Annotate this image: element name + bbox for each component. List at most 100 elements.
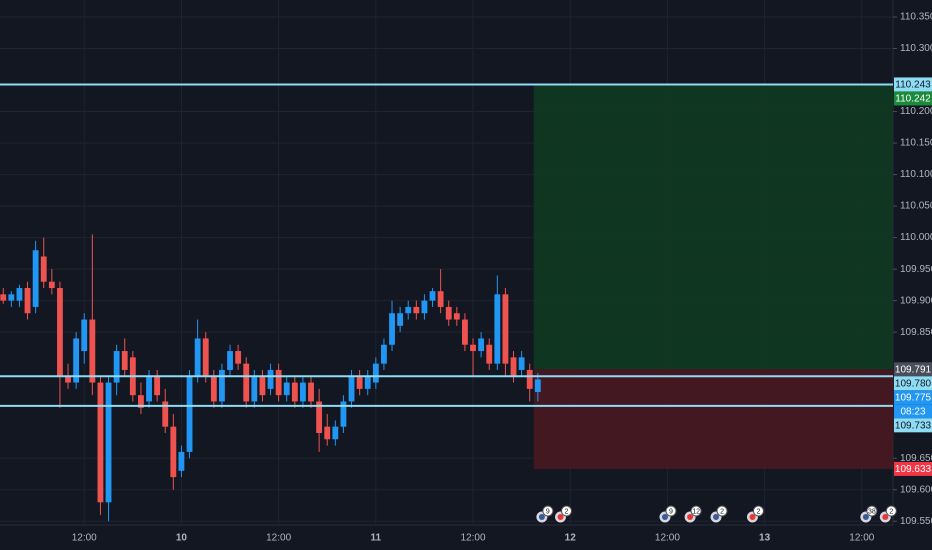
price-tag (894, 77, 932, 92)
event-badge (885, 505, 897, 517)
event-count: 9 (669, 508, 673, 515)
candle-body (162, 401, 169, 427)
candle-body (308, 382, 314, 402)
price-tag-label: 109.733 (895, 420, 932, 431)
countdown-tag (894, 404, 932, 419)
candle-body (57, 288, 63, 377)
candle-body (121, 351, 128, 370)
candle-body (97, 382, 104, 503)
candle-body (170, 426, 177, 478)
price-tag (894, 418, 932, 433)
candle-body (534, 379, 541, 393)
price-tag (894, 376, 932, 391)
event-count: 2 (889, 508, 893, 515)
candle-body (105, 382, 112, 503)
price-tag-label: 110.242 (895, 94, 931, 105)
y-tick-label: 110.050 (900, 201, 932, 212)
candle-body (73, 338, 80, 383)
candle-body (462, 319, 468, 345)
event-count: 2 (720, 508, 724, 515)
price-tag-label: 109.775 (895, 392, 932, 403)
candle-body (210, 376, 217, 402)
candle-body (186, 376, 193, 452)
event-flag (862, 514, 869, 520)
y-tick-label: 109.600 (900, 484, 932, 495)
candle-body (251, 376, 258, 402)
candle-body (486, 344, 493, 364)
candle-body (397, 313, 404, 326)
x-tick-label: 12:00 (655, 533, 680, 544)
candle-body (138, 395, 144, 408)
event-flag (882, 514, 889, 520)
price-tag (894, 362, 932, 377)
x-tick-label: 12:00 (461, 533, 486, 544)
event-badge (561, 505, 573, 517)
price-tag (894, 91, 932, 106)
event-badge (752, 505, 764, 517)
candle-body (510, 357, 517, 377)
loss-zone (533, 369, 893, 469)
x-tick-label: 12:00 (266, 533, 291, 544)
event-badge (542, 505, 554, 517)
event-count: 38 (868, 508, 876, 515)
event-count: 2 (565, 508, 569, 515)
event-badge (866, 505, 878, 517)
y-tick-label: 110.000 (900, 232, 932, 243)
y-tick-label: 110.300 (900, 43, 932, 54)
candle-body (243, 363, 250, 402)
x-tick-label: 12 (565, 533, 577, 544)
candle-body (48, 281, 55, 289)
profit-zone (533, 85, 893, 370)
candle-body (445, 306, 452, 320)
candle-body (470, 344, 476, 352)
y-tick-label: 110.350 (900, 12, 932, 23)
candle-body (316, 401, 323, 433)
candle-body (478, 338, 485, 352)
event-flag (713, 514, 720, 520)
x-tick-label: 11 (371, 533, 382, 544)
candle-body (340, 401, 347, 427)
candle-body (300, 382, 306, 402)
candle-body (381, 344, 387, 364)
y-tick-label: 109.950 (900, 264, 932, 275)
event-flag (749, 514, 756, 520)
candle-body (8, 294, 15, 301)
y-tick-label: 110.150 (900, 138, 932, 149)
price-tag-label: 110.243 (895, 80, 931, 91)
candle-body (227, 351, 233, 370)
candle-body (518, 357, 525, 370)
candle-body (332, 426, 339, 440)
candle-body (113, 351, 120, 383)
candle-body (526, 369, 533, 389)
candle-body (364, 376, 371, 389)
candle-body (494, 294, 501, 364)
candle-body (219, 369, 225, 402)
candle-body (429, 291, 436, 301)
candle-body (275, 369, 282, 396)
candle-body (178, 451, 185, 471)
candle-body (405, 306, 412, 314)
candle-body (324, 426, 331, 440)
event-count: 12 (692, 508, 700, 515)
candle-body (32, 250, 39, 307)
event-count: 9 (546, 508, 550, 515)
candle-body (202, 338, 209, 377)
x-tick-label: 13 (759, 533, 771, 544)
candle-body (453, 313, 460, 320)
candle-body (154, 376, 161, 396)
event-flag (687, 514, 694, 520)
price-tag-label: 109.780 (895, 378, 932, 389)
candle-body (259, 376, 266, 396)
candle-body (283, 382, 290, 396)
candle-body (65, 376, 71, 383)
event-badge (690, 505, 702, 517)
event-count: 2 (757, 508, 761, 515)
candle-body (267, 369, 274, 389)
candle-body (291, 382, 298, 402)
candle-body (89, 319, 96, 383)
candle-body (421, 300, 428, 314)
price-tag (894, 390, 932, 405)
y-tick-label: 110.100 (900, 169, 932, 180)
event-flag (557, 514, 564, 520)
